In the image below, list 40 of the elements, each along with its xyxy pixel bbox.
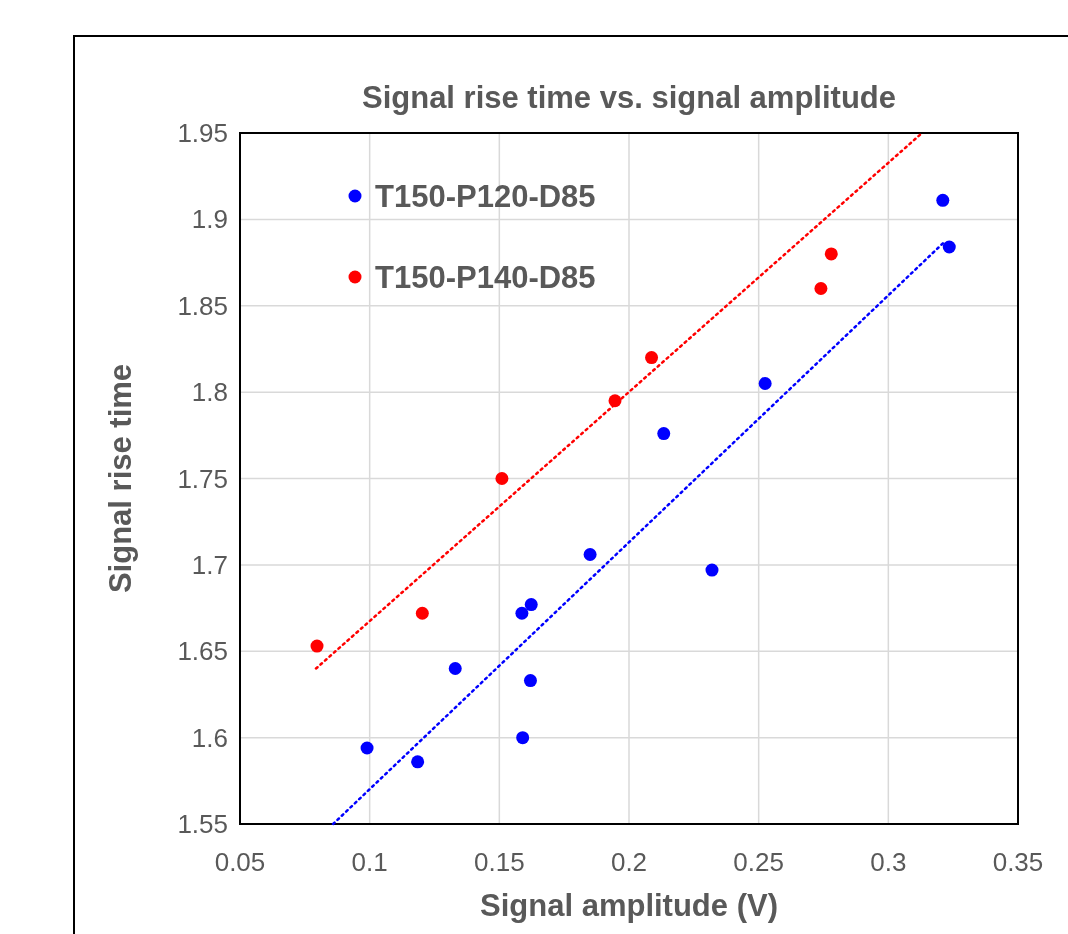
y-tick-label: 1.95 [177, 118, 228, 148]
legend-label: T150-P140-D85 [375, 260, 596, 295]
x-tick-label: 0.25 [733, 847, 784, 877]
point [524, 598, 538, 612]
point [705, 563, 719, 577]
y-tick-label: 1.75 [177, 463, 228, 494]
point [583, 548, 597, 562]
point [415, 606, 429, 620]
point [824, 247, 838, 261]
y-tick-label: 1.8 [191, 377, 228, 408]
y-tick-label: 1.85 [177, 290, 228, 321]
y-tick-label: 1.65 [177, 636, 228, 667]
x-tick-label: 0.1 [351, 847, 388, 877]
point [448, 662, 462, 676]
point [657, 427, 671, 441]
point [310, 639, 324, 653]
legend-label: T150-P120-D85 [375, 179, 596, 214]
y-axis-title: Signal rise time [103, 363, 138, 594]
x-tick-label: 0.35 [992, 847, 1044, 877]
y-tick-label: 1.55 [177, 809, 228, 839]
point [515, 606, 529, 620]
point [942, 240, 956, 254]
point [495, 472, 509, 485]
x-tick-label: 0.15 [474, 847, 525, 877]
y-tick-label: 1.6 [191, 722, 228, 753]
x-tick-label: 0.05 [214, 847, 266, 877]
y-tick-label: 1.9 [191, 204, 228, 235]
x-axis-title: Signal amplitude (V) [480, 888, 778, 923]
point [936, 193, 950, 207]
x-tick-label: 0.3 [870, 847, 907, 877]
y-tick-label: 1.7 [191, 549, 228, 580]
point [523, 674, 537, 688]
x-tick-label: 0.2 [610, 847, 648, 877]
chart-title: Signal rise time vs. signal amplitude [361, 80, 897, 115]
point [360, 741, 374, 755]
point [645, 351, 659, 365]
point [516, 731, 530, 745]
point [814, 281, 828, 295]
point [411, 755, 425, 769]
point [758, 376, 772, 390]
